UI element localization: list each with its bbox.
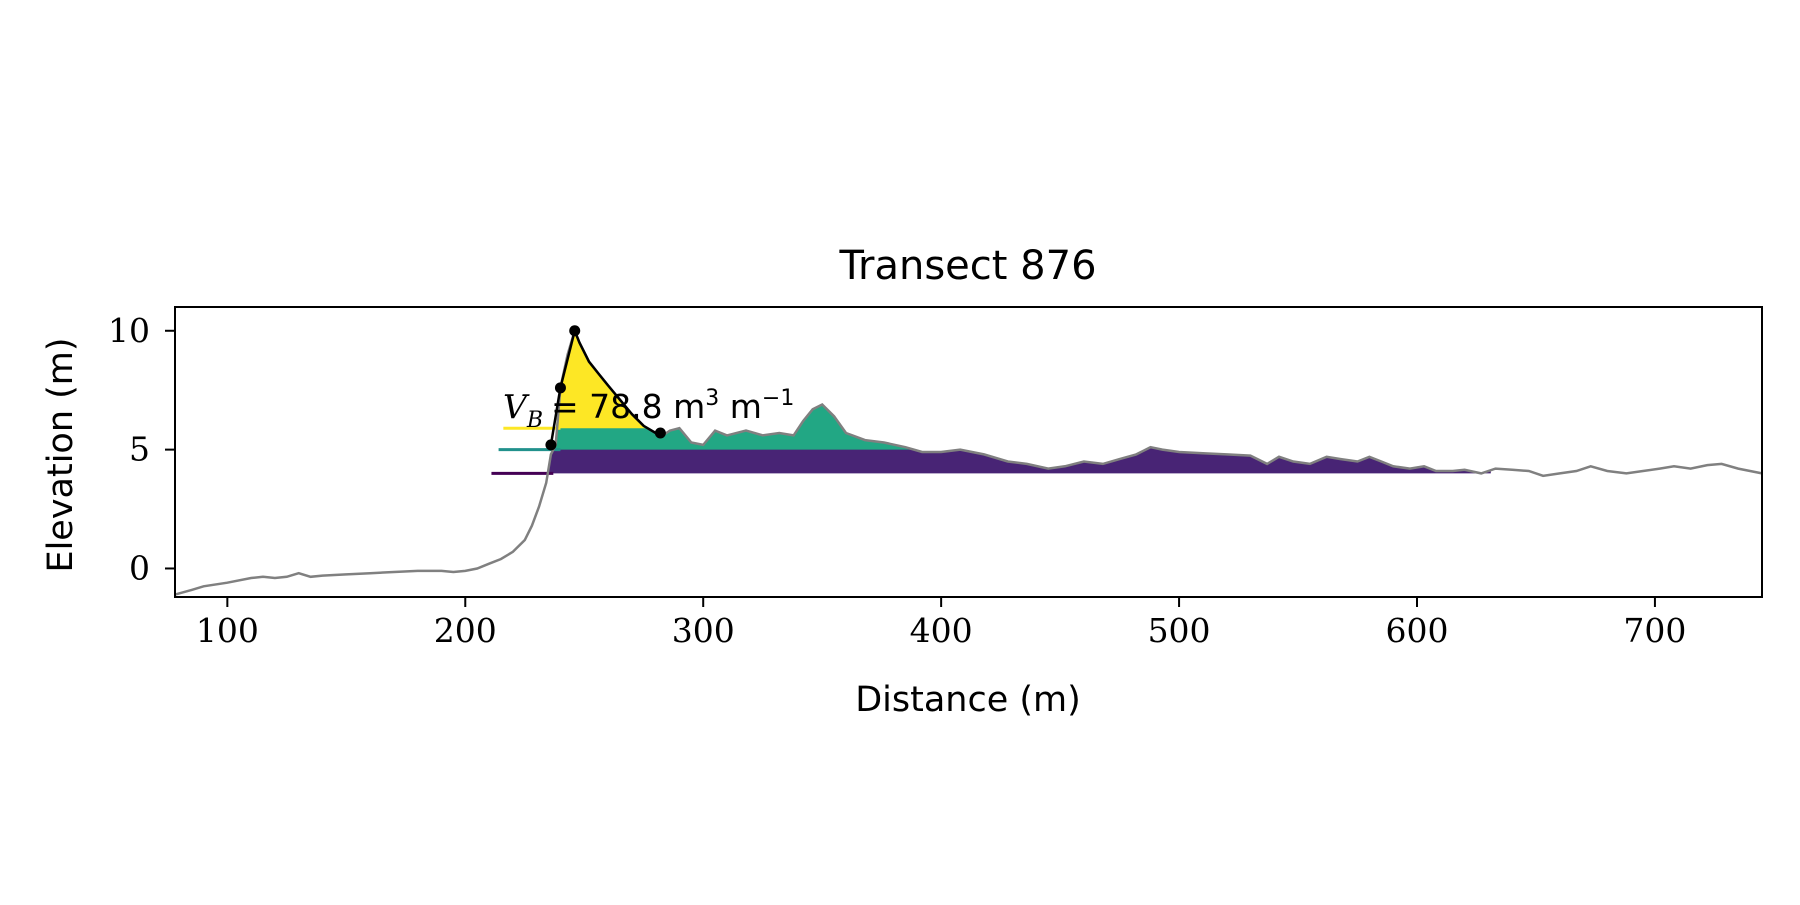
annotation-subscript: B — [526, 408, 543, 433]
x-tick-label: 500 — [1148, 611, 1211, 650]
y-axis-label: Elevation (m) — [41, 337, 81, 572]
dune-marker-point-4 — [654, 427, 666, 439]
x-tick-label: 300 — [672, 611, 735, 650]
x-tick-label: 700 — [1623, 611, 1686, 650]
dune-marker-point-3 — [569, 325, 581, 337]
plot-frame — [174, 306, 1763, 598]
volume-band-2 — [555, 330, 913, 450]
annotation-unit-tail: m — [719, 387, 762, 426]
x-axis-label: Distance (m) — [855, 680, 1081, 720]
profile-layer — [174, 327, 1763, 596]
y-tick-label: 5 — [129, 430, 150, 469]
x-tick-label: 100 — [196, 611, 259, 650]
axes-layer: 100 200 300 400 500 600 700 0 5 10 — [108, 306, 1763, 650]
x-tick-label: 600 — [1386, 611, 1449, 650]
dune-marker-point-1 — [545, 439, 557, 451]
x-tick-label: 200 — [434, 611, 497, 650]
x-tick-label: 400 — [910, 611, 973, 650]
dune-marker-point-2 — [554, 382, 566, 394]
annotation-symbol: V — [503, 387, 530, 426]
annotation-unit-tail-sup: −1 — [762, 386, 794, 411]
y-tick-label: 0 — [129, 548, 150, 587]
volume-annotation: VB = 78.8 m3 m−1 — [503, 386, 794, 433]
dune-markers-layer — [545, 325, 666, 451]
annotation-unit-sup: 3 — [705, 386, 719, 411]
chart-title: Transect 876 — [838, 243, 1096, 289]
elevation-profile-line — [174, 327, 1763, 596]
dune-outline-line — [549, 326, 661, 446]
annotation-value: = 78.8 m — [551, 387, 705, 426]
y-tick-label: 10 — [108, 311, 150, 350]
